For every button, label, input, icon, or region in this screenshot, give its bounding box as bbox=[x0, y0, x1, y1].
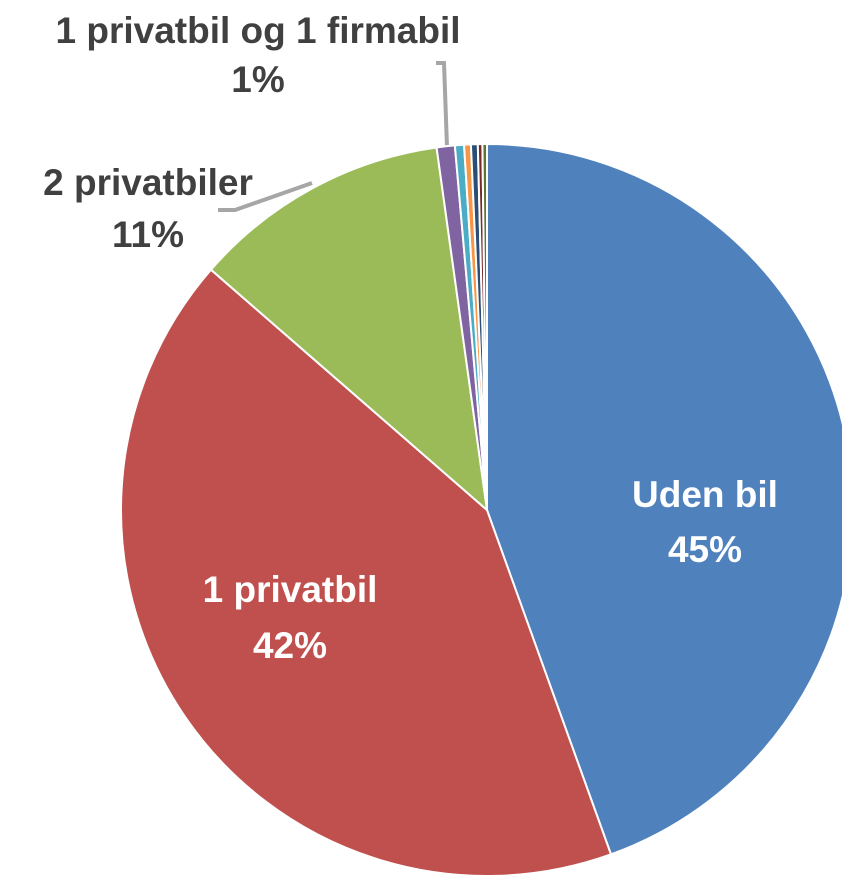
value-label: 42% bbox=[253, 625, 327, 666]
pie-slice bbox=[120, 268, 613, 877]
slice-label: Uden bil bbox=[632, 474, 778, 515]
slice-label: 1 privatbil og 1 firmabil bbox=[55, 10, 460, 51]
slice-label: 1 privatbil bbox=[203, 569, 378, 610]
value-label: 45% bbox=[668, 529, 742, 570]
pie-slice bbox=[209, 146, 489, 513]
value-label: 11% bbox=[112, 214, 184, 255]
leader-line bbox=[436, 61, 449, 148]
leader-line bbox=[218, 181, 313, 212]
pie-slice bbox=[481, 142, 488, 511]
pie-slice bbox=[486, 142, 842, 856]
slice-label: 2 privatbiler bbox=[43, 162, 253, 203]
value-label: 1% bbox=[231, 59, 284, 100]
